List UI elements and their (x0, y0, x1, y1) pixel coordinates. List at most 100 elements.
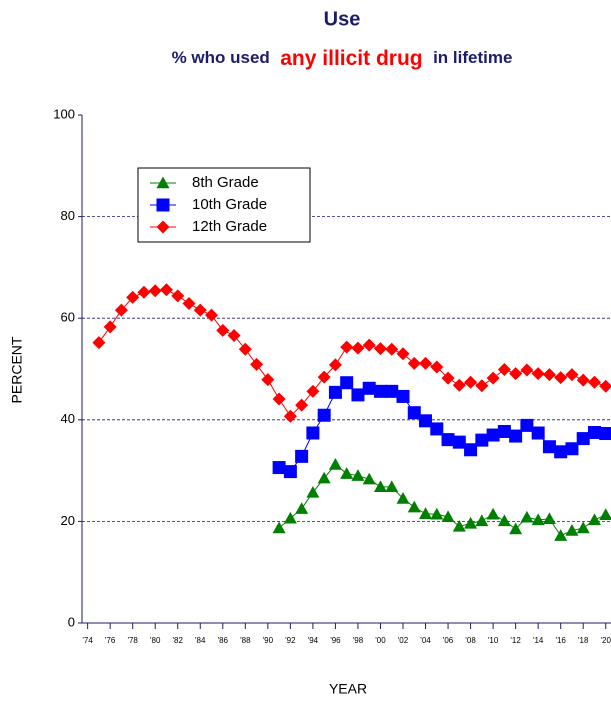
legend-label: 8th Grade (192, 174, 259, 191)
marker (452, 378, 466, 392)
marker (430, 507, 444, 520)
marker (92, 336, 106, 350)
marker (272, 521, 286, 534)
marker (362, 381, 376, 395)
marker (497, 363, 511, 377)
marker (419, 414, 433, 428)
marker (385, 480, 399, 493)
marker (407, 356, 421, 370)
marker (599, 427, 611, 441)
chart-subtitle: % who used any illicit drug in lifetime (172, 47, 513, 70)
marker (486, 371, 500, 385)
marker (565, 442, 579, 456)
x-tick-label: '88 (240, 636, 251, 645)
marker (542, 368, 556, 382)
marker (317, 370, 331, 384)
x-tick-label: '76 (105, 636, 116, 645)
x-tick-label: '92 (285, 636, 296, 645)
x-tick-label: '98 (353, 636, 364, 645)
marker (385, 384, 399, 398)
marker (554, 529, 568, 541)
x-tick-label: '74 (82, 636, 93, 645)
marker (272, 461, 286, 475)
x-tick-label: '00 (375, 636, 386, 645)
marker (430, 422, 444, 436)
marker (396, 347, 410, 361)
marker (542, 440, 556, 454)
marker (587, 375, 601, 389)
marker (531, 426, 545, 440)
marker (497, 424, 511, 438)
marker (464, 375, 478, 389)
marker (148, 284, 162, 298)
marker (419, 356, 433, 370)
marker (407, 406, 421, 420)
marker (216, 323, 230, 337)
marker (373, 480, 387, 493)
marker (283, 409, 297, 423)
marker (306, 384, 320, 398)
x-tick-label: '84 (195, 636, 206, 645)
marker (407, 500, 421, 513)
y-axis-label: PERCENT (9, 336, 25, 403)
marker (554, 445, 568, 459)
x-tick-label: '16 (555, 636, 566, 645)
x-tick-label: '14 (533, 636, 544, 645)
marker (205, 308, 219, 322)
marker (486, 507, 500, 520)
marker (328, 385, 342, 399)
marker (250, 357, 264, 371)
marker (475, 433, 489, 447)
marker (441, 510, 455, 523)
marker (373, 384, 387, 398)
marker (452, 435, 466, 449)
x-tick-label: '96 (330, 636, 341, 645)
marker (565, 368, 579, 382)
marker (576, 373, 590, 387)
marker (272, 392, 286, 406)
marker (599, 508, 611, 520)
marker (340, 467, 354, 479)
marker (509, 429, 523, 443)
marker (306, 485, 320, 498)
marker (328, 458, 342, 470)
y-tick-label: 80 (61, 208, 75, 223)
marker (171, 289, 185, 303)
marker (227, 328, 241, 342)
y-tick-label: 20 (61, 513, 75, 528)
legend-marker (156, 198, 170, 212)
marker (283, 465, 297, 479)
marker (599, 379, 611, 393)
x-tick-label: '06 (443, 636, 454, 645)
marker (182, 296, 196, 310)
marker (576, 521, 590, 534)
marker (283, 511, 297, 524)
marker (362, 338, 376, 352)
marker (126, 290, 140, 304)
marker (159, 283, 173, 297)
x-tick-label: '08 (465, 636, 476, 645)
x-tick-label: '90 (263, 636, 274, 645)
marker (441, 433, 455, 447)
marker (520, 510, 534, 523)
marker (430, 360, 444, 374)
x-tick-label: '18 (578, 636, 589, 645)
y-tick-label: 40 (61, 411, 75, 426)
marker (103, 320, 117, 334)
marker (351, 469, 365, 481)
marker (295, 502, 309, 514)
marker (587, 426, 601, 439)
marker (340, 340, 354, 354)
x-tick-label: '82 (173, 636, 184, 645)
marker (340, 376, 354, 390)
marker (520, 418, 534, 432)
legend: 8th Grade 10th Grade 12th Grade (137, 167, 311, 243)
marker (317, 471, 331, 484)
marker (238, 342, 252, 356)
marker (554, 371, 568, 385)
marker (441, 371, 455, 385)
marker (419, 507, 433, 519)
marker (351, 388, 365, 402)
marker (328, 358, 342, 372)
